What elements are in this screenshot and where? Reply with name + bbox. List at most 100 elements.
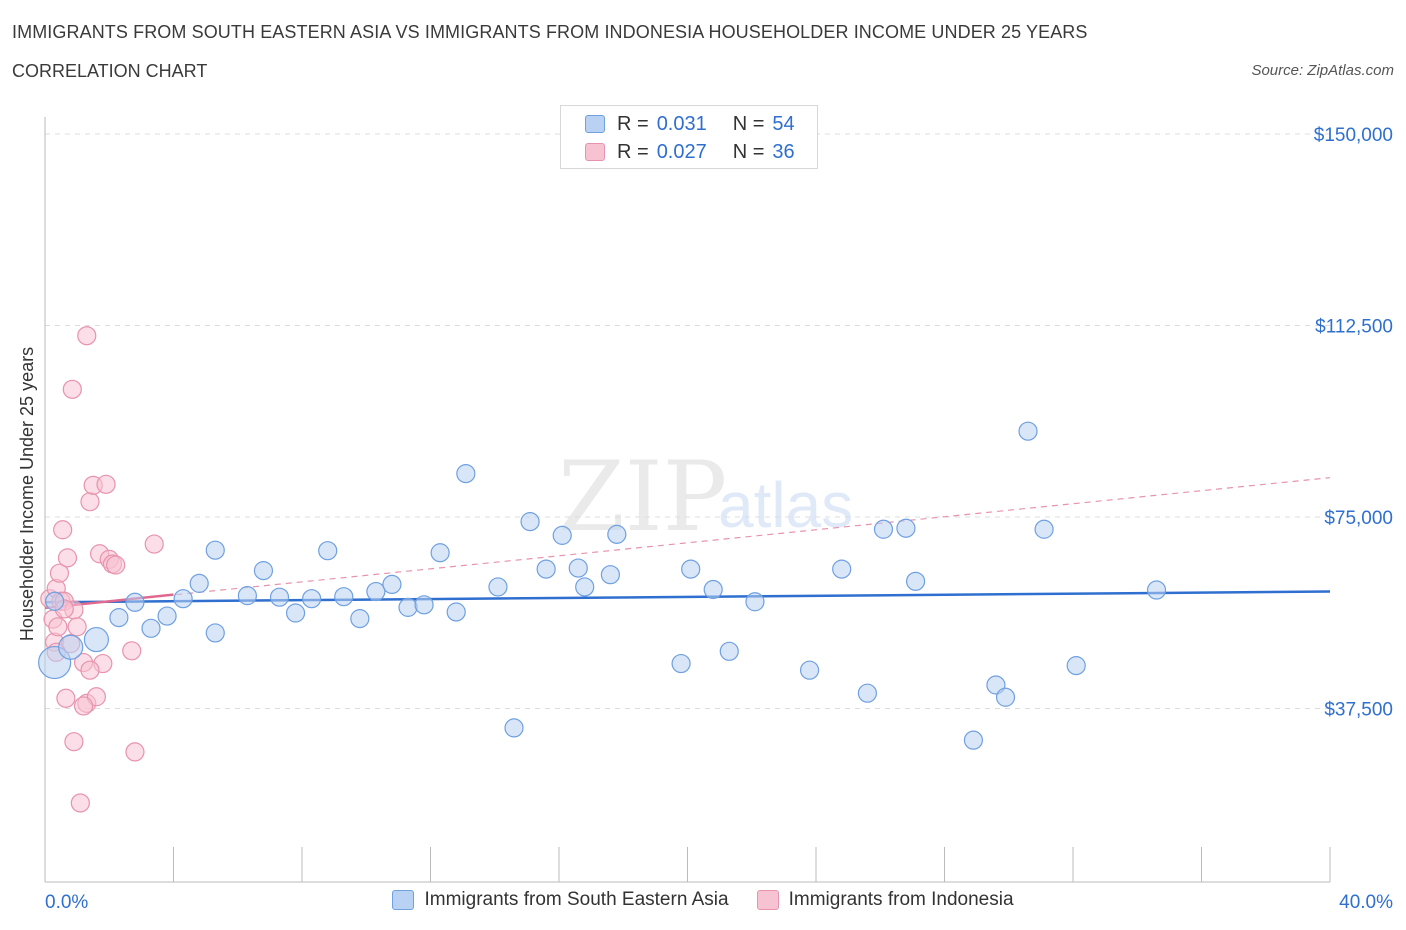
sea-point xyxy=(963,730,984,750)
sea-point xyxy=(83,626,110,653)
sea-point xyxy=(253,561,274,581)
watermark-zip: ZIP xyxy=(558,441,727,553)
sea-point xyxy=(398,597,418,617)
chart-title: IMMIGRANTS FROM SOUTH EASTERN ASIA VS IM… xyxy=(12,22,1088,42)
legend-swatch-sea xyxy=(585,115,605,133)
indonesia-point xyxy=(106,555,126,575)
sea-point xyxy=(205,623,225,643)
sea-point xyxy=(552,525,572,545)
y-tick-label-0: $150,000 xyxy=(1314,125,1393,146)
legend-r-label: R = xyxy=(617,140,649,163)
sea-point xyxy=(237,586,257,606)
sea-point xyxy=(446,602,466,622)
sea-point xyxy=(269,587,290,607)
indonesia-point xyxy=(80,492,100,512)
indonesia-point xyxy=(122,641,142,661)
sea-point xyxy=(205,540,225,560)
legend-n-label: N = xyxy=(732,140,765,163)
sea-point xyxy=(905,571,926,591)
sea-point xyxy=(504,718,524,738)
legend-r-value-indonesia: 0.027 xyxy=(656,140,707,163)
legend-item-sea: Immigrants from South Eastern Asia xyxy=(392,889,729,911)
sea-point xyxy=(456,463,476,484)
legend-row-sea: R = 0.031 N = 54 xyxy=(585,112,795,136)
indonesia-point xyxy=(80,660,100,680)
indonesia-point xyxy=(70,793,90,813)
y-axis-title: Householder Income Under 25 years xyxy=(17,347,37,641)
legend-n-label: N = xyxy=(732,112,765,135)
legend-r-value-sea: 0.031 xyxy=(656,112,707,135)
grid-lines xyxy=(45,133,1335,709)
sea-point xyxy=(995,687,1016,707)
chart-subtitle: CORRELATION CHART xyxy=(12,61,208,81)
indonesia-point xyxy=(53,520,73,540)
sea-point xyxy=(173,589,193,609)
sea-point xyxy=(109,608,129,628)
correlation-legend: R = 0.031 N = 54 R = 0.027 N = 36 xyxy=(560,105,818,169)
x-tick-label-max: 40.0% xyxy=(1339,892,1393,913)
sea-point xyxy=(285,603,306,623)
sea-point xyxy=(832,559,852,579)
legend-r-label: R = xyxy=(617,112,649,135)
sea-point xyxy=(189,573,209,593)
sea-point xyxy=(857,683,878,703)
sea-point xyxy=(488,577,508,597)
sea-point xyxy=(1018,421,1038,441)
sea-point xyxy=(681,559,701,579)
legend-label-sea: Immigrants from South Eastern Asia xyxy=(424,889,729,910)
sea-point xyxy=(896,518,916,538)
sea-point xyxy=(799,660,820,680)
indonesia-point xyxy=(67,617,87,637)
legend-swatch-indonesia xyxy=(585,143,605,161)
sea-point xyxy=(334,587,354,607)
sea-point xyxy=(318,541,338,561)
sea-point xyxy=(1034,519,1054,539)
sea-point xyxy=(703,579,723,600)
indonesia-point xyxy=(57,548,78,568)
y-tick-label-3: $37,500 xyxy=(1324,700,1393,721)
indonesia-point xyxy=(48,617,68,637)
indonesia-point xyxy=(73,696,94,716)
sea-point xyxy=(350,609,370,629)
indonesia-point xyxy=(125,742,145,762)
sea-point xyxy=(745,592,765,612)
sea-point xyxy=(1066,656,1086,676)
sea-point xyxy=(430,543,450,563)
legend-swatch-sea xyxy=(392,890,415,910)
sea-point xyxy=(141,618,161,638)
sea-point xyxy=(607,524,627,544)
watermark: ZIP atlas xyxy=(558,441,853,553)
sea-point xyxy=(414,595,434,615)
trend-line-sea xyxy=(44,590,1331,604)
y-tick-label-1: $112,500 xyxy=(1315,317,1393,338)
sea-point xyxy=(125,592,145,612)
legend-swatch-indonesia xyxy=(756,890,779,910)
indonesia-point xyxy=(62,379,82,399)
indonesia-point xyxy=(96,474,116,494)
legend-item-indonesia: Immigrants from Indonesia xyxy=(756,889,1014,911)
indonesia-point xyxy=(49,563,70,583)
sea-point xyxy=(568,558,588,578)
sea-point xyxy=(382,574,402,595)
sea-point xyxy=(45,591,65,611)
sea-point xyxy=(366,581,386,602)
sea-point xyxy=(58,634,84,660)
sea-point xyxy=(302,589,322,609)
sea-point xyxy=(671,653,691,674)
legend-n-value-indonesia: 36 xyxy=(772,140,795,163)
legend-label-indonesia: Immigrants from Indonesia xyxy=(788,889,1014,910)
x-tick-label-min: 0.0% xyxy=(45,892,88,913)
sea-point xyxy=(873,519,894,539)
series-legend: Immigrants from South Eastern Asia Immig… xyxy=(0,889,1406,911)
indonesia-point xyxy=(64,732,84,752)
axes xyxy=(44,117,1331,883)
sea-point xyxy=(520,511,540,532)
legend-n-value-sea: 54 xyxy=(772,112,795,135)
y-tick-labels: $150,000 $112,500 $75,000 $37,500 xyxy=(1314,125,1393,721)
watermark-atlas: atlas xyxy=(718,469,853,541)
legend-row-indonesia: R = 0.027 N = 36 xyxy=(585,140,795,164)
indonesia-point xyxy=(56,688,76,708)
data-points xyxy=(38,326,1167,813)
y-tick-label-2: $75,000 xyxy=(1324,508,1393,529)
sea-point xyxy=(1146,580,1167,600)
